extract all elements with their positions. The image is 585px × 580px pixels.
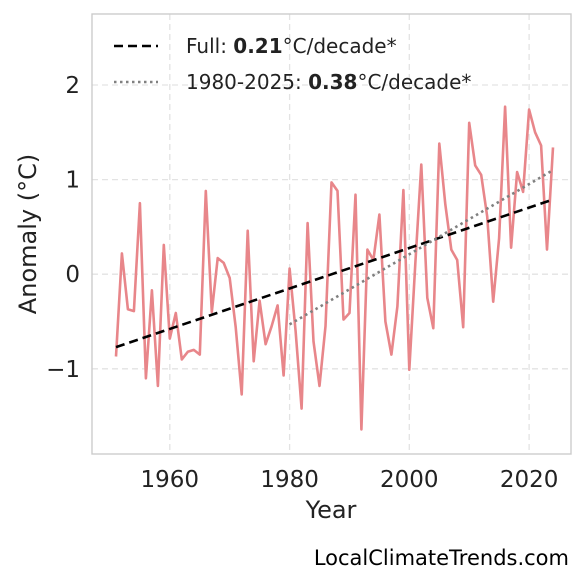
- grid-lines: [92, 14, 571, 454]
- legend-recent-value: 0.38: [308, 70, 357, 94]
- recent-trend-line: [288, 168, 554, 326]
- legend-recent-prefix: 1980-2025:: [186, 70, 308, 94]
- tick-labels: 1960 1980 2000 2020 −1 0 1 2: [46, 73, 558, 493]
- x-tick-label: 2000: [380, 467, 439, 493]
- legend-full-prefix: Full:: [186, 34, 233, 58]
- y-tick-label: 0: [65, 262, 80, 288]
- plot-frame: [91, 13, 572, 455]
- full-trend-line: [115, 198, 554, 349]
- y-tick-label: 1: [65, 168, 80, 194]
- annual-anomaly-line: [114, 105, 555, 431]
- legend-full-suffix: °C/decade*: [283, 34, 397, 58]
- watermark: LocalClimateTrends.com: [313, 546, 569, 570]
- legend-entry-recent: 1980-2025: 0.38°C/decade*: [186, 70, 471, 94]
- legend: Full: 0.21°C/decade* 1980-2025: 0.38°C/d…: [114, 34, 471, 94]
- x-tick-label: 1980: [260, 467, 319, 493]
- x-tick-label: 1960: [141, 467, 200, 493]
- y-tick-label: −1: [46, 357, 80, 383]
- legend-entry-full: Full: 0.21°C/decade*: [186, 34, 397, 58]
- legend-full-value: 0.21: [233, 34, 282, 58]
- series-layer: [114, 105, 555, 431]
- legend-recent-suffix: °C/decade*: [357, 70, 471, 94]
- x-axis-title: Year: [305, 496, 357, 524]
- y-axis-title: Anomaly (°C): [14, 154, 42, 314]
- x-tick-label: 2020: [500, 467, 559, 493]
- y-tick-label: 2: [65, 73, 80, 99]
